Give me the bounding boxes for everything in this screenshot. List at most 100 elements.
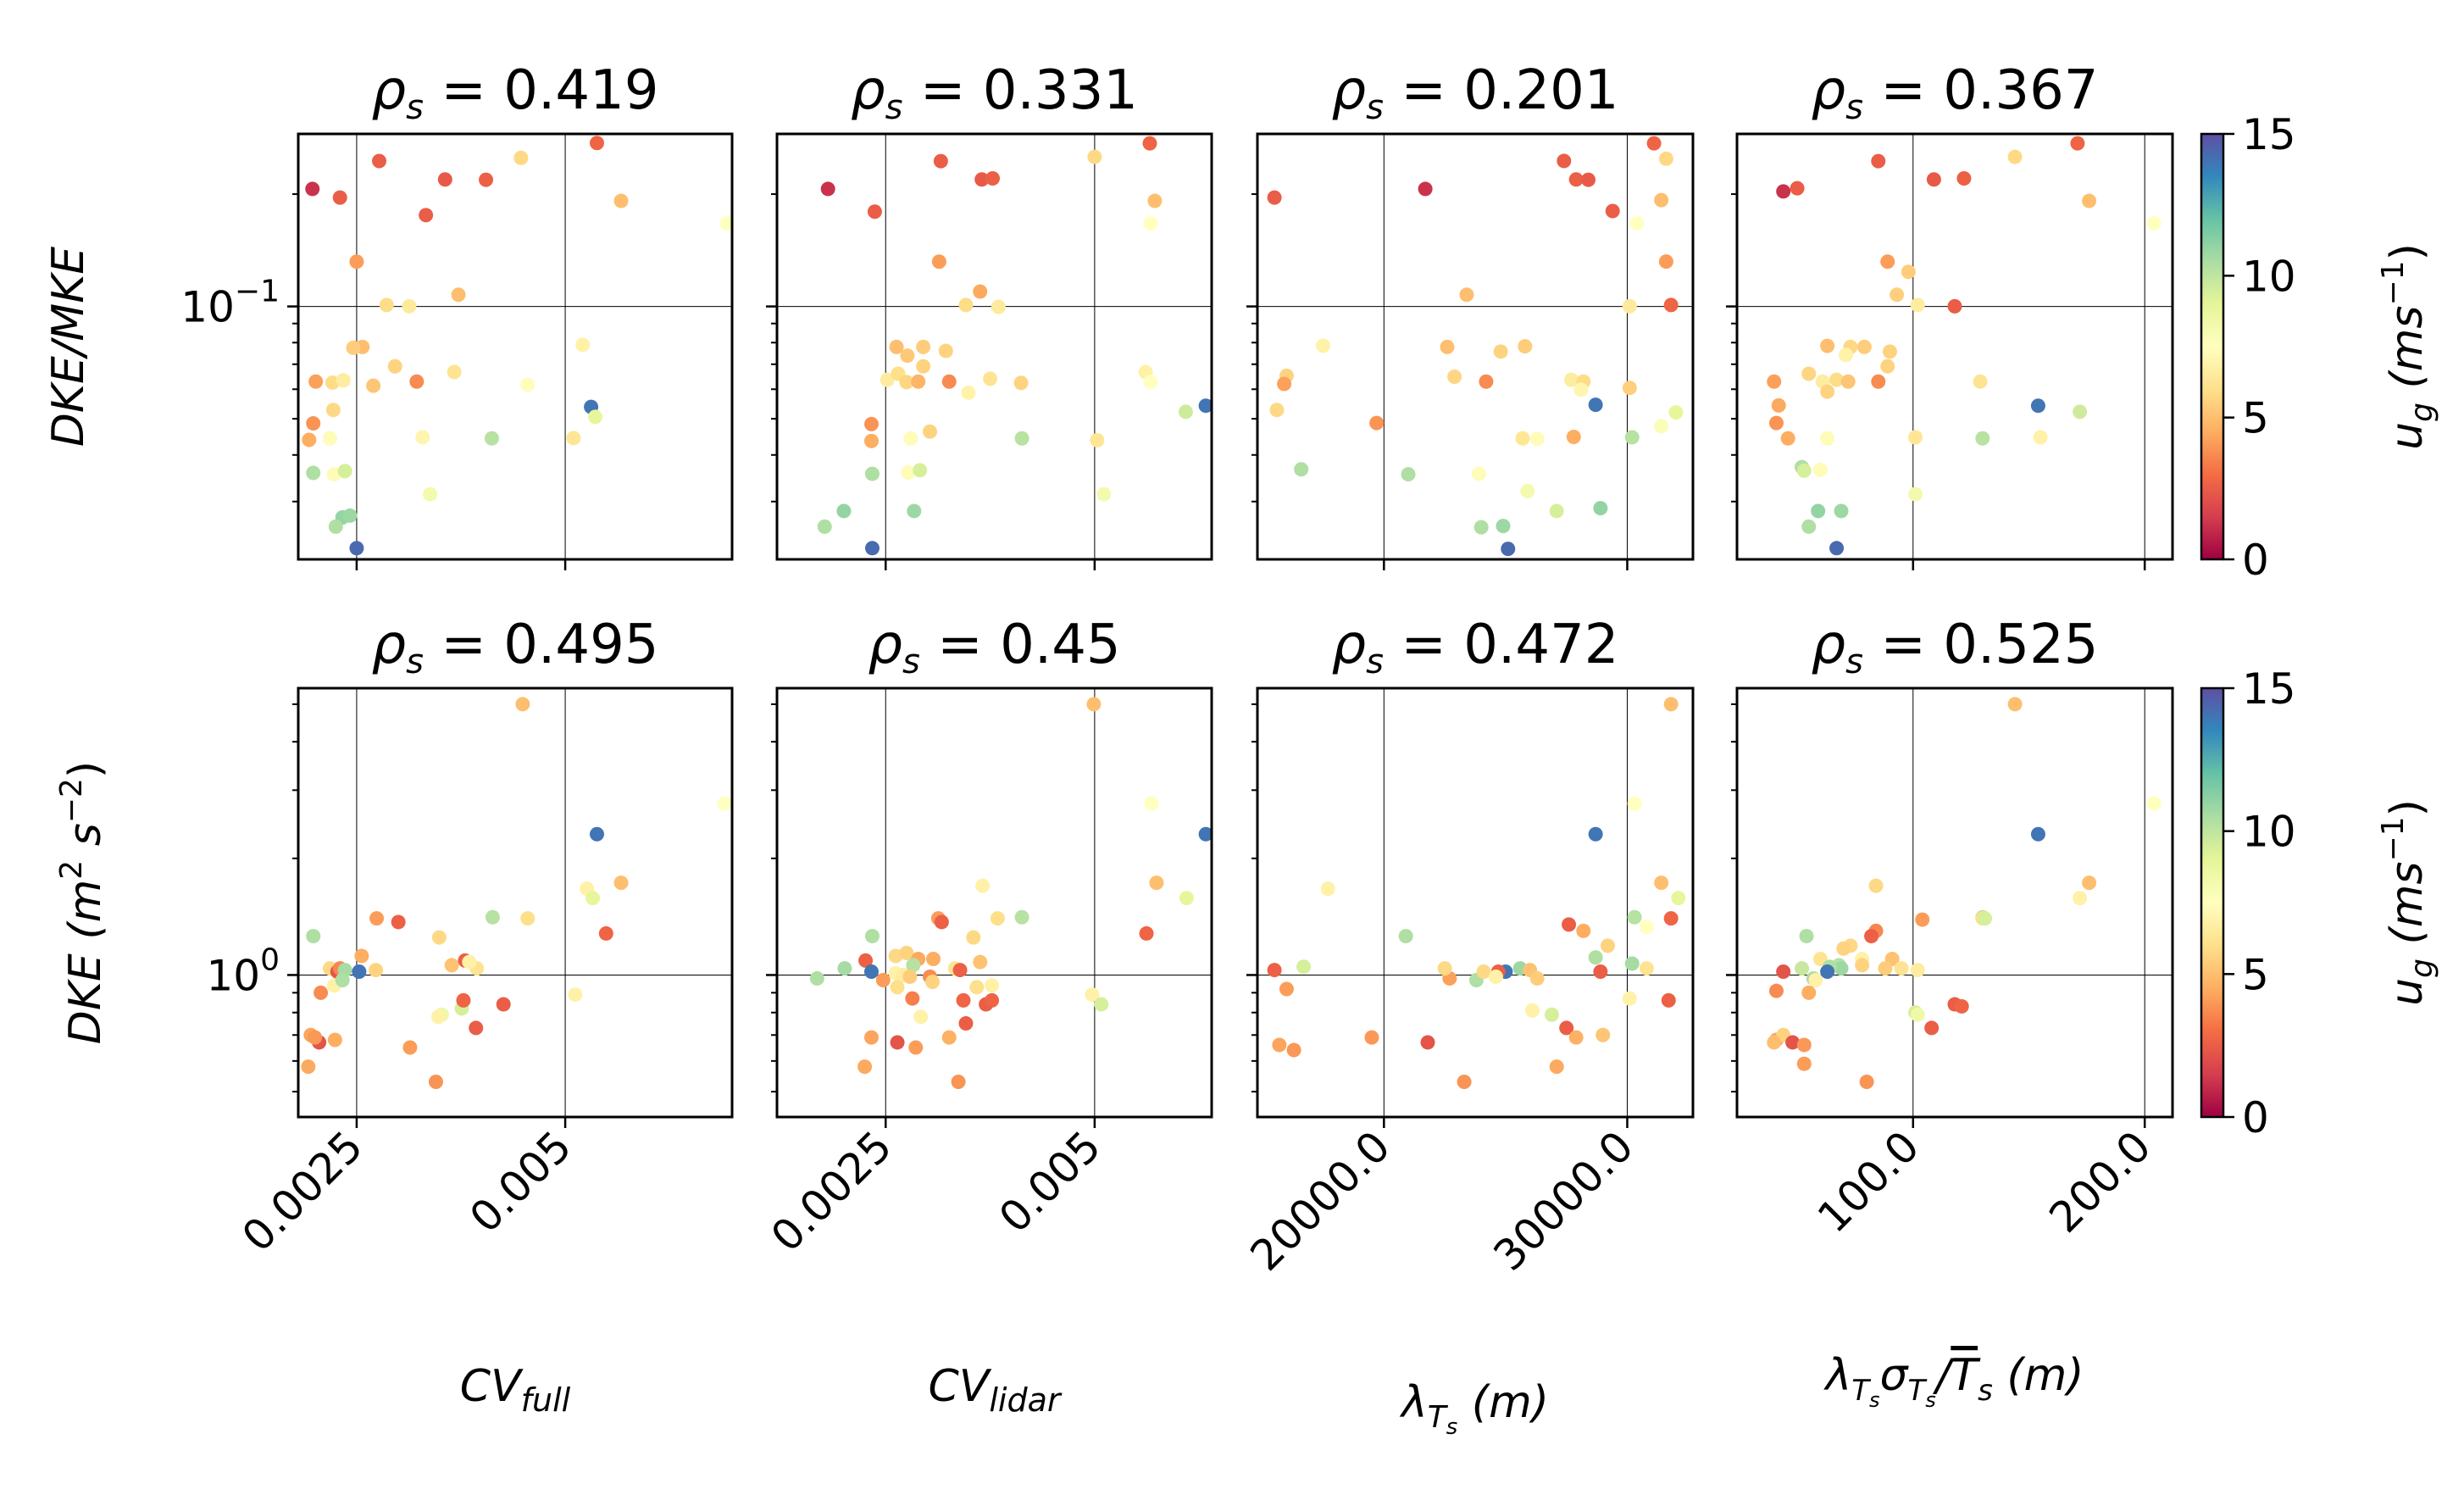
data-point <box>1780 431 1795 446</box>
data-point <box>2030 398 2045 414</box>
data-point <box>1924 1020 1940 1036</box>
data-point <box>864 541 880 556</box>
data-point <box>973 284 988 299</box>
data-point <box>1801 519 1817 534</box>
data-point <box>1501 542 1516 557</box>
data-point <box>888 948 903 964</box>
panel-r1-c2: ρs = 0.472 20000.0 30000.0 <box>1241 614 1695 1281</box>
data-point <box>1915 912 1930 927</box>
data-point <box>588 409 603 425</box>
data-point <box>469 1020 484 1036</box>
data-point <box>336 373 351 388</box>
data-point <box>1622 298 1637 314</box>
data-point <box>983 371 998 386</box>
data-point <box>836 503 852 519</box>
data-point <box>1776 964 1791 980</box>
axes-frame <box>297 132 734 561</box>
data-point <box>1954 998 1969 1014</box>
data-point <box>2030 826 2045 842</box>
data-point <box>1671 891 1686 906</box>
data-point <box>863 416 879 431</box>
data-point <box>951 1074 966 1089</box>
data-point <box>1767 1035 1782 1050</box>
data-point <box>1296 959 1312 975</box>
colorbar: 0 5 10 15 ug (ms−1) <box>2200 110 2439 585</box>
data-point <box>409 374 425 389</box>
data-point <box>447 364 462 380</box>
data-point <box>1568 172 1584 187</box>
data-point <box>864 929 880 944</box>
panel-title: ρs = 0.331 <box>851 59 1138 127</box>
colorbar-gradient <box>2200 132 2225 561</box>
data-point <box>1663 911 1679 926</box>
axes-frame <box>1735 686 2174 1119</box>
data-point <box>923 424 938 439</box>
data-point <box>1147 193 1163 208</box>
data-point <box>2007 149 2023 164</box>
data-point <box>1279 981 1294 997</box>
data-point <box>864 466 880 481</box>
data-point <box>369 911 385 926</box>
data-point <box>1947 298 1962 314</box>
data-point <box>1796 1037 1812 1053</box>
data-point <box>1771 397 1786 413</box>
axes-frame <box>297 686 734 1119</box>
data-point <box>1658 151 1673 166</box>
y-tick-label: 100 <box>206 942 280 1000</box>
data-point <box>902 969 918 984</box>
data-point <box>961 385 976 400</box>
data-point <box>934 914 949 930</box>
data-point <box>1654 192 1669 208</box>
data-point <box>1799 929 1814 944</box>
data-point <box>332 190 347 205</box>
data-point <box>1871 374 1886 389</box>
data-point <box>875 972 891 987</box>
colorbar-tick-label: 5 <box>2242 950 2269 999</box>
data-point <box>933 153 948 169</box>
data-point <box>308 374 324 389</box>
data-point <box>975 878 991 893</box>
data-point <box>1269 403 1285 418</box>
data-point <box>566 431 581 446</box>
data-point <box>1808 972 1823 987</box>
data-point <box>1267 190 1282 205</box>
data-point <box>901 464 916 480</box>
x-tick-label: 100.0 <box>1808 1121 1928 1242</box>
data-point <box>335 972 350 987</box>
data-point <box>1855 958 1870 973</box>
data-point <box>1627 909 1642 925</box>
scatter-grid: ρs = 0.419 10−1 ρs = 0.331 ρs = 0.201 ρs = 0… <box>43 59 2439 1440</box>
data-point <box>1910 1007 1925 1022</box>
data-point <box>1524 1003 1540 1018</box>
data-point <box>1588 826 1603 842</box>
data-point <box>1459 287 1474 303</box>
data-point <box>1820 964 1835 980</box>
data-point <box>925 952 941 967</box>
data-point <box>349 541 364 556</box>
data-point <box>820 181 835 197</box>
data-point <box>1894 961 1909 976</box>
data-point <box>913 463 928 478</box>
data-point <box>1364 1030 1379 1045</box>
data-point <box>1549 503 1564 519</box>
data-point <box>1566 430 1581 445</box>
panel-r0-c0: ρs = 0.419 10−1 <box>180 59 735 570</box>
data-point <box>1096 486 1112 502</box>
data-point <box>2033 430 2048 445</box>
data-point <box>863 1030 879 1045</box>
data-point <box>931 254 946 270</box>
data-point <box>1820 338 1835 353</box>
data-point <box>1663 697 1679 712</box>
data-point <box>1087 149 1102 164</box>
data-point <box>863 964 879 980</box>
data-point <box>913 1009 929 1025</box>
data-point <box>437 172 452 187</box>
y-axis-label: DKE/MKE <box>43 247 94 447</box>
data-point <box>1834 961 1849 976</box>
data-point <box>905 991 920 1006</box>
data-point <box>451 287 466 303</box>
data-point <box>990 911 1005 926</box>
panel-r1-c0: ρs = 0.495 100 0.0025 0.005 <box>206 614 734 1261</box>
data-point <box>444 958 459 973</box>
data-point <box>941 374 957 389</box>
